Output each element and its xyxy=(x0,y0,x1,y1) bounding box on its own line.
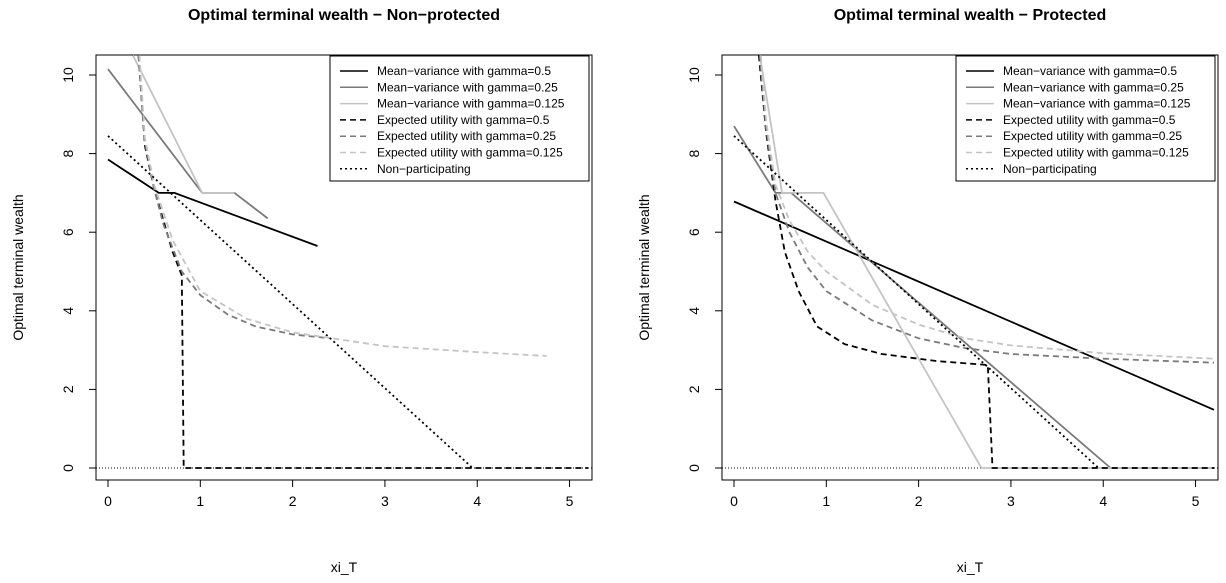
legend-box xyxy=(955,55,1216,182)
series-line-5 xyxy=(138,55,547,357)
legend-entry: Expected utility with gamma=0.5 xyxy=(377,113,550,127)
series-line-5 xyxy=(759,55,1215,360)
x-tick-label: 1 xyxy=(196,493,204,509)
legend-entry: Mean−variance with gamma=0.5 xyxy=(377,64,551,78)
series-line-6 xyxy=(107,135,474,469)
y-tick-label: 4 xyxy=(60,307,76,315)
series-line-1 xyxy=(107,68,269,220)
legend-entry: Mean−variance with gamma=0.25 xyxy=(1003,80,1184,94)
legend-entry: Expected utility with gamma=0.125 xyxy=(1003,146,1189,160)
x-tick-label: 2 xyxy=(289,493,297,509)
legend-entry: Mean−variance with gamma=0.125 xyxy=(377,97,565,111)
y-axis-label: Optimal terminal wealth xyxy=(10,194,26,340)
legend-entry: Expected utility with gamma=0.5 xyxy=(1003,113,1176,127)
series-line-0 xyxy=(733,200,1215,411)
chart-title: Optimal terminal wealth − Protected xyxy=(834,7,1107,24)
y-tick-label: 2 xyxy=(60,385,76,393)
y-tick-label: 8 xyxy=(686,149,702,157)
y-tick-label: 0 xyxy=(686,464,702,472)
series-line-0 xyxy=(107,158,318,247)
legend-entry: Mean−variance with gamma=0.125 xyxy=(1003,97,1191,111)
series-line-6 xyxy=(733,135,1100,469)
x-tick-label: 2 xyxy=(915,493,923,509)
legend-entry: Mean−variance with gamma=0.5 xyxy=(1003,64,1177,78)
y-axis-label: Optimal terminal wealth xyxy=(636,194,652,340)
x-tick-label: 0 xyxy=(104,493,112,509)
plot-frame xyxy=(95,54,593,481)
x-tick-label: 3 xyxy=(1007,493,1015,509)
x-tick-label: 5 xyxy=(1192,493,1200,509)
series-line-2 xyxy=(758,55,1214,469)
x-tick-label: 4 xyxy=(1099,493,1107,509)
x-axis-label: xi_T xyxy=(331,559,358,575)
plot-frame xyxy=(721,54,1219,481)
y-tick-label: 0 xyxy=(60,464,76,472)
x-tick-label: 0 xyxy=(730,493,738,509)
x-tick-label: 1 xyxy=(822,493,830,509)
series-line-3 xyxy=(758,55,1214,469)
x-tick-label: 4 xyxy=(473,493,481,509)
y-tick-label: 6 xyxy=(60,228,76,236)
y-tick-label: 2 xyxy=(686,385,702,393)
legend-box xyxy=(329,55,590,182)
x-tick-label: 5 xyxy=(566,493,574,509)
y-tick-label: 6 xyxy=(686,228,702,236)
series-line-4 xyxy=(758,55,1215,364)
chart-title: Optimal terminal wealth − Non−protected xyxy=(188,7,500,24)
legend-entry: Expected utility with gamma=0.25 xyxy=(377,129,556,143)
y-tick-label: 10 xyxy=(686,67,702,83)
y-tick-label: 8 xyxy=(60,149,76,157)
legend-entry: Expected utility with gamma=0.25 xyxy=(1003,129,1182,143)
legend-entry: Mean−variance with gamma=0.25 xyxy=(377,80,558,94)
x-tick-label: 3 xyxy=(381,493,389,509)
x-axis-label: xi_T xyxy=(957,559,984,575)
y-tick-label: 4 xyxy=(686,307,702,315)
legend-entry: Non−participating xyxy=(377,162,471,176)
y-tick-label: 10 xyxy=(60,67,76,83)
series-line-2 xyxy=(132,55,235,194)
series-line-4 xyxy=(137,55,330,340)
legend-entry: Non−participating xyxy=(1003,162,1097,176)
legend-entry: Expected utility with gamma=0.125 xyxy=(377,146,563,160)
